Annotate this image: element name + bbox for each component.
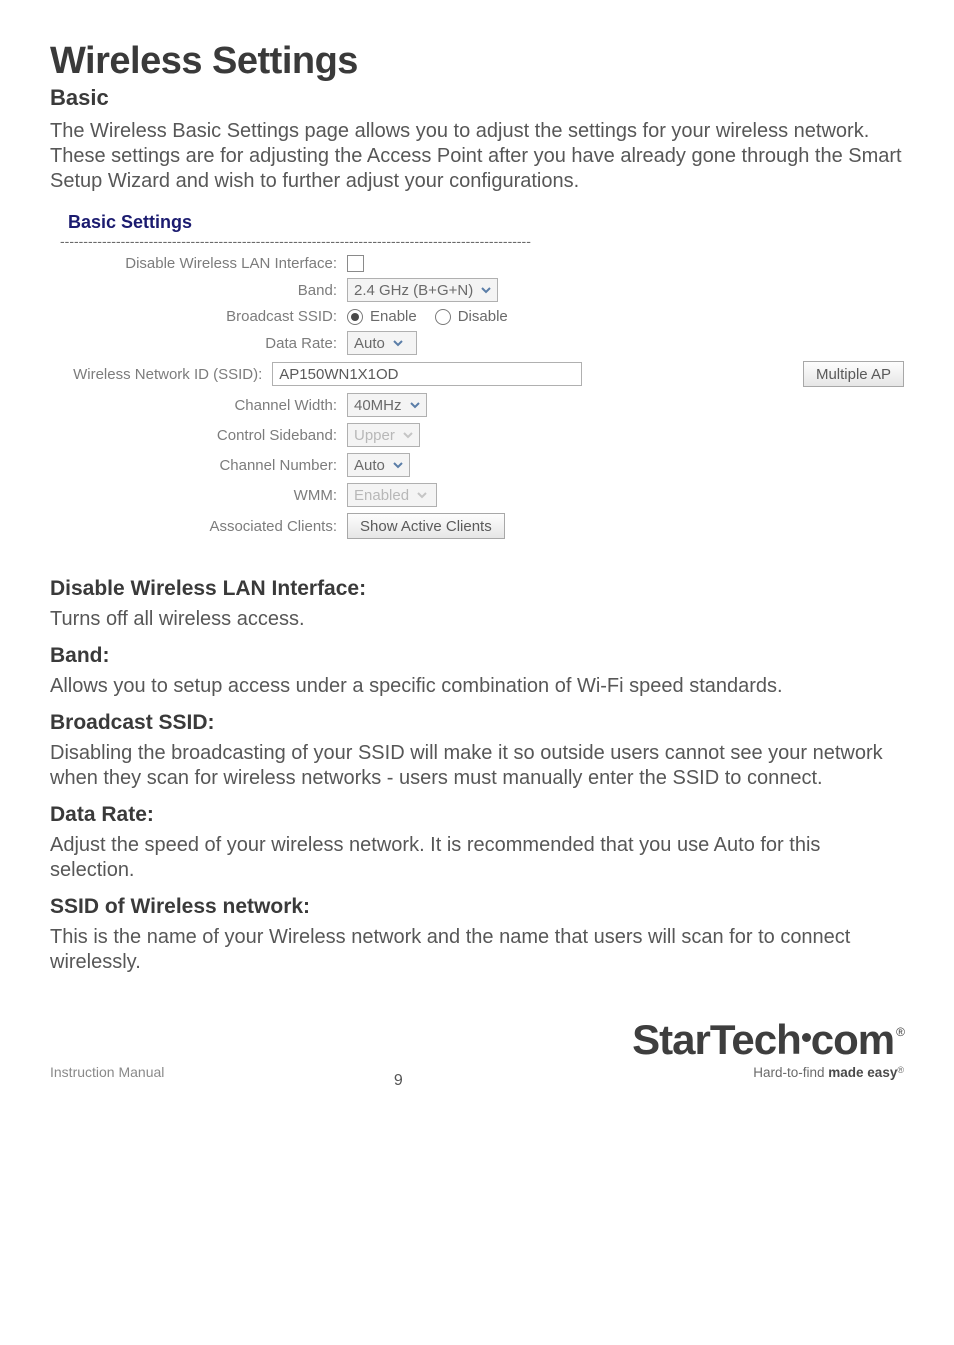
datarate-value: Auto bbox=[354, 335, 385, 352]
intro-text: The Wireless Basic Settings page allows … bbox=[50, 119, 904, 194]
chevron-down-icon bbox=[389, 334, 407, 352]
chevron-down-icon bbox=[413, 486, 431, 504]
chnum-select[interactable]: Auto bbox=[347, 453, 410, 477]
footer-left: Instruction Manual bbox=[50, 1064, 164, 1080]
registered-icon: ® bbox=[896, 1026, 904, 1038]
page-subtitle: Basic bbox=[50, 85, 904, 111]
panel-divider: ----------------------------------------… bbox=[60, 233, 896, 249]
description-text: This is the name of your Wireless networ… bbox=[50, 925, 904, 975]
description-text: Adjust the speed of your wireless networ… bbox=[50, 833, 904, 883]
multiple-ap-button[interactable]: Multiple AP bbox=[803, 361, 904, 387]
chevron-down-icon bbox=[389, 456, 407, 474]
description-text: Turns off all wireless access. bbox=[50, 607, 904, 632]
disable-lan-label: Disable Wireless LAN Interface: bbox=[50, 255, 347, 272]
assoc-label: Associated Clients: bbox=[50, 518, 347, 535]
broadcast-label: Broadcast SSID: bbox=[50, 308, 347, 325]
logo-tagline: Hard-to-find made easy® bbox=[753, 1065, 904, 1080]
band-label: Band: bbox=[50, 282, 347, 299]
wmm-select[interactable]: Enabled bbox=[347, 483, 437, 507]
chevron-down-icon bbox=[477, 281, 495, 299]
page-number: 9 bbox=[394, 1072, 403, 1090]
datarate-select[interactable]: Auto bbox=[347, 331, 417, 355]
chwidth-label: Channel Width: bbox=[50, 397, 347, 414]
chwidth-select[interactable]: 40MHz bbox=[347, 393, 427, 417]
panel-heading: Basic Settings bbox=[68, 212, 904, 233]
page-title: Wireless Settings bbox=[50, 40, 904, 83]
logo-suffix: com bbox=[811, 1019, 894, 1061]
ssid-input[interactable] bbox=[272, 362, 582, 386]
wmm-value: Enabled bbox=[354, 487, 409, 504]
chevron-down-icon bbox=[399, 426, 417, 444]
band-select-value: 2.4 GHz (B+G+N) bbox=[354, 282, 473, 299]
logo-main: StarTech bbox=[632, 1019, 801, 1061]
description-heading: Broadcast SSID: bbox=[50, 711, 904, 735]
chwidth-value: 40MHz bbox=[354, 397, 402, 414]
broadcast-enable-text: Enable bbox=[370, 308, 417, 325]
description-block: Data Rate: Adjust the speed of your wirel… bbox=[50, 803, 904, 883]
description-heading: Disable Wireless LAN Interface: bbox=[50, 577, 904, 601]
broadcast-enable-radio[interactable] bbox=[347, 309, 363, 325]
description-block: SSID of Wireless network: This is the nam… bbox=[50, 895, 904, 975]
description-block: Disable Wireless LAN Interface: Turns off… bbox=[50, 577, 904, 632]
description-heading: SSID of Wireless network: bbox=[50, 895, 904, 919]
sideband-value: Upper bbox=[354, 427, 395, 444]
chevron-down-icon bbox=[406, 396, 424, 414]
description-block: Band: Allows you to setup access under a … bbox=[50, 644, 904, 699]
wmm-label: WMM: bbox=[50, 487, 347, 504]
show-clients-button[interactable]: Show Active Clients bbox=[347, 513, 505, 539]
registered-icon: ® bbox=[897, 1065, 904, 1075]
disable-lan-checkbox[interactable] bbox=[347, 255, 364, 272]
broadcast-disable-text: Disable bbox=[458, 308, 508, 325]
description-text: Disabling the broadcasting of your SSID … bbox=[50, 741, 904, 791]
logo-dot-icon bbox=[802, 1033, 811, 1042]
chnum-label: Channel Number: bbox=[50, 457, 347, 474]
description-heading: Band: bbox=[50, 644, 904, 668]
page-footer: Instruction Manual 9 StarTechcom® Hard-t… bbox=[50, 1019, 904, 1080]
broadcast-disable-radio[interactable] bbox=[435, 309, 451, 325]
description-text: Allows you to setup access under a speci… bbox=[50, 674, 904, 699]
chnum-value: Auto bbox=[354, 457, 385, 474]
sideband-select[interactable]: Upper bbox=[347, 423, 420, 447]
description-block: Broadcast SSID: Disabling the broadcastin… bbox=[50, 711, 904, 791]
band-select[interactable]: 2.4 GHz (B+G+N) bbox=[347, 278, 498, 302]
sideband-label: Control Sideband: bbox=[50, 427, 347, 444]
datarate-label: Data Rate: bbox=[50, 335, 347, 352]
brand-logo: StarTechcom® Hard-to-find made easy® bbox=[632, 1019, 904, 1080]
ssid-label: Wireless Network ID (SSID): bbox=[50, 366, 272, 383]
description-heading: Data Rate: bbox=[50, 803, 904, 827]
settings-panel: Basic Settings -------------------------… bbox=[50, 208, 904, 553]
